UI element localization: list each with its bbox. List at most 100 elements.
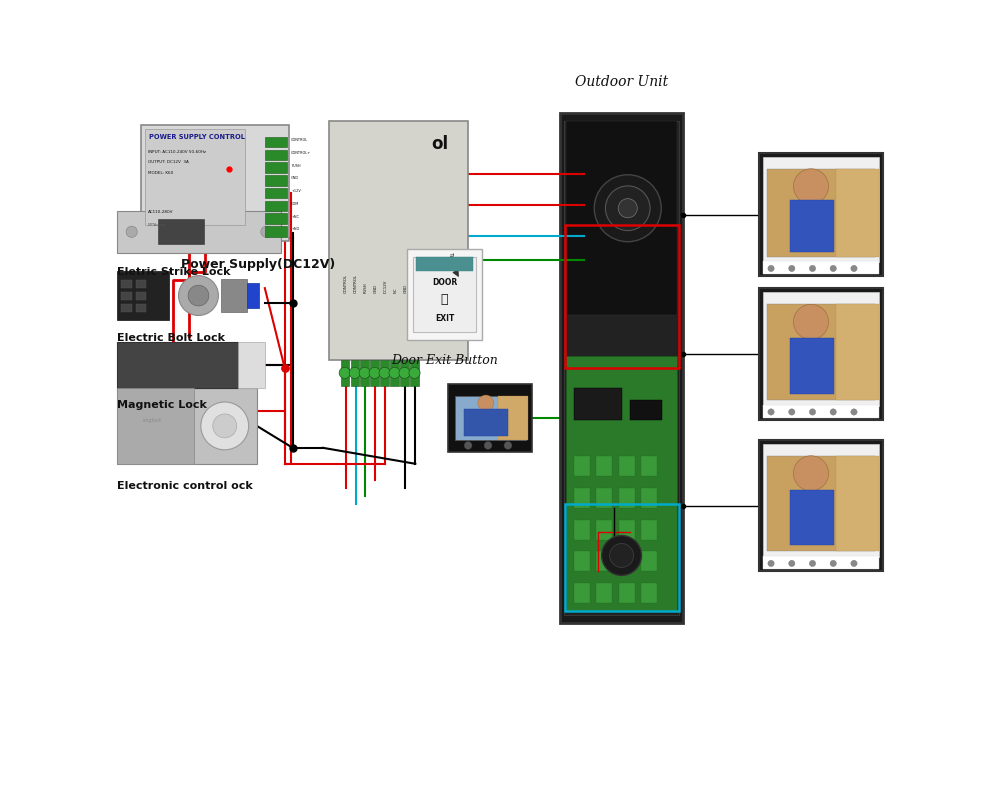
Circle shape xyxy=(830,266,836,272)
Bar xyxy=(498,396,528,440)
Bar xyxy=(574,488,590,508)
Bar xyxy=(265,214,287,224)
Bar xyxy=(836,169,879,257)
Text: Electric Bolt Lock: Electric Bolt Lock xyxy=(117,333,225,343)
Bar xyxy=(619,519,635,539)
Bar xyxy=(351,360,359,386)
Bar xyxy=(763,292,879,406)
Bar xyxy=(565,226,679,368)
Bar xyxy=(790,200,834,252)
Text: CONTROL+: CONTROL+ xyxy=(291,151,311,155)
Circle shape xyxy=(126,226,137,238)
Text: CONTROL: CONTROL xyxy=(291,138,308,142)
Text: DOOR: DOOR xyxy=(432,278,457,287)
Text: EXIT: EXIT xyxy=(435,314,454,322)
Text: +NO: +NO xyxy=(291,227,299,231)
Bar xyxy=(145,129,245,225)
Bar xyxy=(790,338,834,394)
Bar xyxy=(117,388,257,464)
Circle shape xyxy=(793,169,829,204)
Bar xyxy=(763,262,879,274)
Bar xyxy=(574,551,590,571)
Bar xyxy=(566,121,677,315)
Circle shape xyxy=(768,266,774,272)
Bar xyxy=(136,303,146,312)
Bar xyxy=(117,388,194,464)
Text: ol: ol xyxy=(431,135,448,154)
Text: +NC: +NC xyxy=(291,214,299,218)
Circle shape xyxy=(464,442,472,450)
Bar xyxy=(566,356,677,611)
Bar xyxy=(265,175,287,186)
Bar xyxy=(619,456,635,476)
Text: GND: GND xyxy=(291,176,299,180)
Text: Power Supply(DC12V): Power Supply(DC12V) xyxy=(181,258,335,271)
Circle shape xyxy=(618,198,637,218)
Circle shape xyxy=(610,543,634,567)
Circle shape xyxy=(851,409,857,415)
Bar xyxy=(574,519,590,539)
Bar xyxy=(265,150,287,160)
Circle shape xyxy=(594,174,661,242)
Bar xyxy=(836,304,879,400)
Bar xyxy=(560,113,683,623)
Circle shape xyxy=(789,560,795,566)
Text: PUSH: PUSH xyxy=(291,164,301,168)
Bar xyxy=(763,405,879,418)
Bar xyxy=(836,456,879,551)
Circle shape xyxy=(768,409,774,415)
Circle shape xyxy=(830,409,836,415)
Text: POWER SUPPLY CONTROL: POWER SUPPLY CONTROL xyxy=(149,134,245,140)
Circle shape xyxy=(484,442,492,450)
Bar xyxy=(247,283,259,308)
Text: Time: Time xyxy=(448,252,453,267)
Bar xyxy=(238,342,265,388)
Circle shape xyxy=(768,560,774,566)
Text: MODEL: K60: MODEL: K60 xyxy=(148,170,173,174)
Bar xyxy=(390,360,399,386)
Text: Eletric Strike Lock: Eletric Strike Lock xyxy=(117,267,231,277)
Text: INPUT: AC110-240V 50-60Hz: INPUT: AC110-240V 50-60Hz xyxy=(148,150,206,154)
Circle shape xyxy=(339,367,350,378)
Bar xyxy=(596,519,612,539)
Bar xyxy=(641,551,657,571)
Bar xyxy=(763,556,879,569)
Text: Outdoor Unit: Outdoor Unit xyxy=(575,75,668,89)
Circle shape xyxy=(349,367,360,378)
Bar xyxy=(596,583,612,603)
Text: AC110-280V: AC110-280V xyxy=(148,210,173,214)
Bar xyxy=(413,257,476,332)
Circle shape xyxy=(793,456,829,491)
Bar xyxy=(596,488,612,508)
Bar xyxy=(574,583,590,603)
Bar xyxy=(763,444,879,557)
Circle shape xyxy=(369,367,380,378)
Circle shape xyxy=(201,402,249,450)
Text: ⚿: ⚿ xyxy=(441,294,448,306)
Bar xyxy=(464,409,508,436)
Bar xyxy=(117,211,281,253)
Bar xyxy=(455,396,526,440)
Bar xyxy=(619,551,635,571)
Circle shape xyxy=(478,395,494,411)
Text: GND: GND xyxy=(403,284,407,293)
Circle shape xyxy=(793,304,829,339)
Circle shape xyxy=(389,367,400,378)
Text: CONTROL: CONTROL xyxy=(344,274,348,293)
Text: +12V: +12V xyxy=(291,189,301,193)
Text: Electronic control ock: Electronic control ock xyxy=(117,482,253,491)
Bar xyxy=(763,157,879,262)
Bar xyxy=(400,360,409,386)
Circle shape xyxy=(409,367,420,378)
Circle shape xyxy=(359,367,370,378)
Circle shape xyxy=(504,442,512,450)
Text: NVTAccess: NVTAccess xyxy=(148,223,167,227)
Bar xyxy=(619,488,635,508)
Bar xyxy=(329,121,468,360)
Bar xyxy=(265,162,287,173)
Bar xyxy=(564,121,679,615)
Text: Door Exit Button: Door Exit Button xyxy=(391,354,498,367)
Circle shape xyxy=(379,367,390,378)
Circle shape xyxy=(261,226,272,238)
Text: Magnetic Lock: Magnetic Lock xyxy=(117,400,207,410)
